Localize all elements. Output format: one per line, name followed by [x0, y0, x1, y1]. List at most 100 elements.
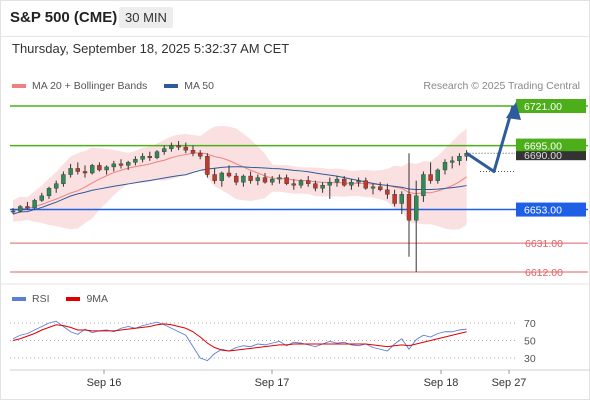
level-label-6612.00: 6612.00 [525, 267, 563, 279]
candle-body [334, 178, 340, 183]
candle-body [118, 163, 124, 166]
current-price-label: 6690.00 [524, 150, 562, 162]
candle-body [284, 177, 289, 184]
candle-body [262, 177, 268, 183]
ma50-swatch [164, 84, 179, 89]
candle-body [147, 156, 153, 158]
candle-body [342, 178, 347, 186]
candle-body [61, 174, 66, 184]
candle-body [169, 145, 174, 149]
level-tag-6721.00: 6721.00 [516, 99, 586, 113]
rsi-ma-swatch [66, 297, 81, 302]
ma50-line [12, 166, 467, 215]
timeframe-badge[interactable]: 30 MIN [119, 7, 173, 28]
candle-body [363, 180, 368, 189]
rsi-label: RSI [32, 293, 50, 306]
candle-body [450, 160, 455, 163]
bollinger-label: MA 20 + Bollinger Bands [32, 80, 148, 93]
candle-body [161, 148, 167, 152]
candle-body [241, 175, 246, 183]
candle-body [320, 184, 325, 189]
candle-body [370, 186, 376, 189]
chart-datetime: Thursday, September 18, 2025 5:32:37 AM … [12, 41, 290, 56]
candle-body [18, 206, 23, 212]
candle-body [10, 210, 16, 213]
candle-body [378, 186, 383, 190]
candle-body [68, 168, 73, 175]
candle-body [399, 194, 404, 204]
candle-body [270, 178, 275, 183]
level-label-6721.00: 6721.00 [524, 101, 562, 113]
candle-body [414, 195, 419, 221]
candle-body [428, 174, 433, 181]
level-label-6695.00: 6695.00 [524, 141, 562, 153]
level-tag-6653.00: 6653.00 [516, 202, 586, 217]
candle-body [183, 146, 189, 151]
candle-body [248, 175, 253, 181]
candle-body [89, 165, 95, 174]
chart-header: S&P 500 (CME) 30 MIN [0, 0, 590, 36]
rsi-tick-70: 70 [524, 318, 536, 330]
rsi-line [12, 320, 467, 362]
current-price-tag [516, 151, 586, 161]
candle-body [75, 168, 81, 172]
candle-body [39, 195, 44, 201]
candle-body [190, 149, 196, 154]
rsi-ma-line [12, 323, 467, 352]
candle-body [406, 194, 412, 221]
level-tag-6695.00: 6695.00 [516, 138, 586, 153]
candle-body [154, 151, 160, 158]
candle-body [313, 183, 318, 189]
candle-body [219, 172, 225, 181]
candle-body [226, 172, 232, 177]
candle-body [442, 162, 448, 171]
candle-body [212, 174, 217, 181]
candle-body [125, 162, 131, 166]
candle-body [197, 153, 203, 157]
candle-body [349, 181, 354, 186]
level-tag-bg-6653.00 [516, 202, 586, 217]
candle-body [385, 189, 390, 195]
candle-body [25, 206, 30, 209]
ma50-label: MA 50 [184, 80, 214, 93]
level-tag-bg-6695.00 [516, 138, 586, 153]
candle-body [97, 165, 102, 171]
research-credit: Research © 2025 Trading Central [423, 80, 580, 92]
candle-body [421, 174, 426, 197]
time-tick-label: Sep 16 [87, 377, 122, 389]
rsi-tick-30: 30 [524, 353, 536, 365]
time-tick-label: Sep 18 [424, 377, 459, 389]
projection-arrowhead [506, 102, 521, 120]
candle-body [291, 183, 296, 186]
bollinger-band-area [13, 125, 467, 230]
header-divider [0, 36, 590, 37]
candle-body [298, 180, 304, 186]
candle-body [82, 171, 88, 174]
candle-body [255, 177, 261, 181]
candle-body [46, 188, 52, 197]
rsi-ma-label: 9MA [86, 293, 109, 306]
candle-body [205, 156, 210, 175]
level-label-6653.00: 6653.00 [524, 205, 562, 217]
candle-body [457, 156, 462, 162]
rsi-legend: RSI 9MA [12, 293, 108, 305]
time-tick-label: Sep 17 [255, 377, 290, 389]
instrument-title: S&P 500 (CME) [10, 9, 118, 26]
bollinger-swatch [12, 84, 26, 89]
candle-body [306, 180, 311, 184]
candle-body [104, 166, 109, 171]
projection-arrow [465, 105, 515, 173]
candle-body [54, 183, 59, 189]
candle-body [140, 156, 145, 160]
time-tick-label: Sep 27 [492, 377, 527, 389]
candle-body [327, 181, 332, 186]
level-tag-bg-6721.00 [516, 99, 586, 113]
candle-body [111, 163, 117, 168]
candle-body [32, 200, 37, 209]
candle-body [133, 159, 138, 163]
price-legend: MA 20 + Bollinger Bands MA 50 [12, 80, 214, 92]
candle-body [176, 145, 181, 148]
level-label-6631.00: 6631.00 [525, 238, 563, 250]
rsi-swatch [12, 297, 26, 302]
